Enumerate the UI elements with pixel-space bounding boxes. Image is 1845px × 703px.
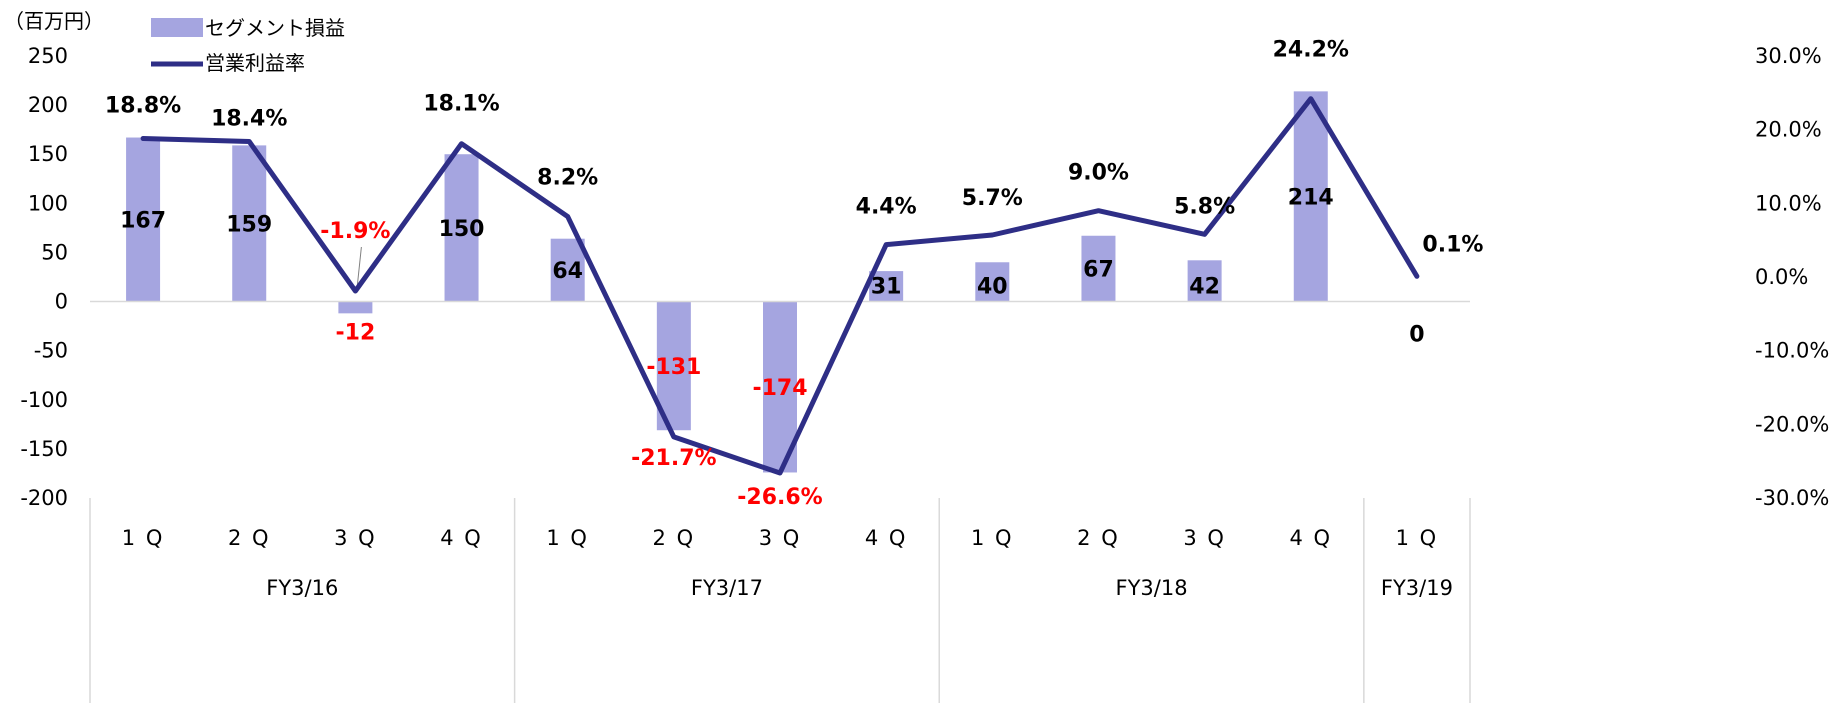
bar	[1187, 260, 1222, 302]
leader-line	[356, 246, 362, 286]
category-label: 4 Q	[865, 526, 908, 550]
line-value-label: 5.7%	[962, 186, 1023, 211]
category-label: 1 Q	[546, 526, 589, 550]
category-label: 1 Q	[1396, 526, 1439, 550]
line-value-label: 18.1%	[423, 92, 499, 117]
bar-value-label: 159	[226, 212, 272, 237]
category-label: 4 Q	[440, 526, 483, 550]
bar-series	[126, 91, 1434, 473]
group-label: FY3/19	[1381, 576, 1453, 600]
left-axis-tick-label: 0	[55, 290, 68, 314]
right-axis-tick-label: 10.0%	[1755, 191, 1822, 215]
bar-value-label: 40	[977, 275, 1008, 300]
line-value-label: 24.2%	[1273, 38, 1349, 63]
line-value-label: 18.8%	[105, 94, 181, 119]
bar-value-labels: 167 159 -12 150 64 -131 -174 31 40 67 42 214 0	[120, 185, 1424, 401]
bar-value-label: 167	[120, 209, 166, 234]
line-series	[140, 96, 1420, 476]
right-axis: 30.0% 20.0% 10.0% 0.0% -10.0% -20.0% -30.0%	[1755, 44, 1829, 510]
line-value-label: 18.4%	[211, 106, 287, 131]
group-label: FY3/16	[266, 576, 338, 600]
category-label: 3 Q	[759, 526, 802, 550]
left-axis-tick-label: 250	[28, 44, 68, 68]
bar-value-label: -12	[336, 320, 376, 345]
bar-value-label: -131	[646, 355, 701, 380]
bar-value-label: 31	[871, 275, 902, 300]
bar	[550, 238, 585, 302]
line-value-labels: 18.8% 18.4% -1.9% 18.1% 8.2% -21.7% -26.6% 4.4%…	[105, 38, 1484, 510]
category-label: 1 Q	[122, 526, 165, 550]
x-axis: 1 Q 2 Q 3 Q 4 Q 1 Q 2 Q 3 Q 4 Q 1 Q 2 Q 3 Q 4 Q 1 Q F…	[89, 498, 1471, 703]
bar	[975, 262, 1010, 302]
left-axis-tick-label: 150	[28, 142, 68, 166]
left-axis-tick-label: -50	[34, 339, 68, 363]
bar	[126, 137, 161, 302]
right-axis-tick-label: 20.0%	[1755, 118, 1822, 142]
line-value-label: 0.1%	[1422, 232, 1483, 257]
right-axis-tick-label: -30.0%	[1755, 486, 1829, 510]
bar-value-label: 0	[1409, 323, 1424, 348]
left-axis-tick-label: 50	[41, 240, 68, 264]
bar-value-label: 150	[439, 217, 485, 242]
bar-value-label: 64	[552, 259, 583, 284]
category-label: 3 Q	[1183, 526, 1226, 550]
bar	[444, 154, 479, 302]
bar	[232, 145, 267, 302]
bar-value-label: 42	[1189, 275, 1220, 300]
category-label: 3 Q	[334, 526, 377, 550]
line-value-label: 4.4%	[856, 195, 917, 220]
bar-value-label: -174	[752, 376, 807, 401]
bar-value-label: 67	[1083, 258, 1114, 283]
bar	[1293, 91, 1328, 302]
operating-margin-line	[140, 96, 1420, 476]
left-axis: 250 200 150 100 50 0 -50 -100 -150 -200	[20, 44, 68, 510]
left-axis-tick-label: -100	[20, 388, 68, 412]
category-label: 2 Q	[228, 526, 271, 550]
line-value-label: -21.7%	[631, 446, 716, 471]
bar	[1081, 235, 1116, 302]
left-axis-tick-label: 200	[28, 93, 68, 117]
line-value-label: -26.6%	[737, 485, 822, 510]
legend: セグメント損益 営業利益率	[151, 16, 345, 75]
category-label: 2 Q	[653, 526, 696, 550]
bar	[869, 271, 904, 302]
line-value-label: 5.8%	[1174, 194, 1235, 219]
bar	[338, 301, 373, 314]
left-axis-tick-label: -150	[20, 437, 68, 461]
group-label: FY3/17	[691, 576, 763, 600]
legend-line-label: 営業利益率	[205, 51, 305, 75]
right-axis-tick-label: -20.0%	[1755, 412, 1829, 436]
right-axis-tick-label: 0.0%	[1755, 265, 1808, 289]
left-axis-tick-label: -200	[20, 486, 68, 510]
group-label: FY3/18	[1115, 576, 1187, 600]
unit-label: （百万円）	[4, 9, 104, 33]
right-axis-tick-label: 30.0%	[1755, 44, 1822, 68]
legend-bar-label: セグメント損益	[205, 16, 345, 40]
bar-value-label: 214	[1288, 185, 1334, 210]
right-axis-tick-label: -10.0%	[1755, 339, 1829, 363]
line-value-label: -1.9%	[320, 219, 390, 244]
category-label: 1 Q	[971, 526, 1014, 550]
category-label: 2 Q	[1077, 526, 1120, 550]
legend-bar-swatch	[151, 18, 203, 37]
left-axis-tick-label: 100	[28, 191, 68, 215]
line-value-label: 8.2%	[537, 166, 598, 191]
line-value-label: 9.0%	[1068, 161, 1129, 186]
category-label: 4 Q	[1289, 526, 1332, 550]
